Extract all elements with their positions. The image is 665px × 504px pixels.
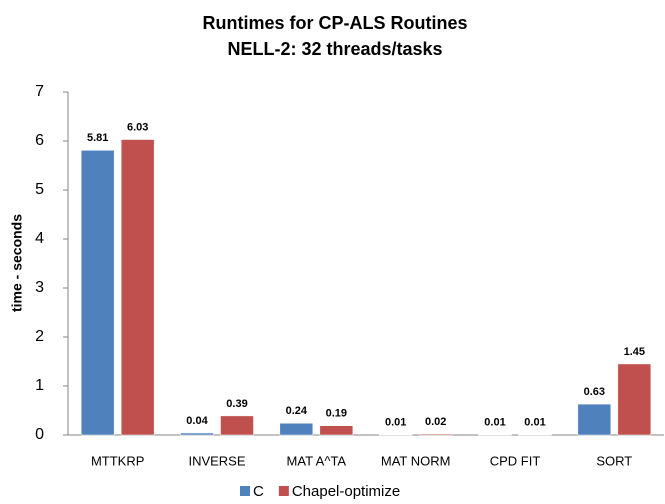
value-label: 0.01 — [484, 416, 505, 428]
chart-title: Runtimes for CP-ALS Routines — [202, 13, 467, 33]
value-label: 6.03 — [127, 121, 148, 133]
chart-subtitle: NELL-2: 32 threads/tasks — [227, 39, 442, 59]
x-tick-label: SORT — [596, 453, 632, 468]
value-label: 0.19 — [326, 408, 347, 420]
x-tick-label: MAT A^TA — [287, 453, 347, 468]
x-tick-label: CPD FIT — [490, 453, 541, 468]
legend-label: Chapel-optimize — [292, 483, 400, 500]
value-label: 0.39 — [226, 398, 247, 410]
y-tick-label: 2 — [35, 328, 44, 345]
y-tick-label: 5 — [35, 181, 44, 198]
value-label: 1.45 — [624, 346, 645, 358]
bar — [418, 433, 453, 436]
legend-swatch — [240, 486, 250, 496]
value-label: 0.01 — [524, 416, 545, 428]
bar — [180, 432, 214, 436]
x-tick-label: MAT NORM — [381, 453, 451, 468]
y-axis-label: time - seconds — [9, 214, 25, 312]
value-label: 0.63 — [584, 386, 605, 398]
value-label: 0.04 — [186, 415, 208, 427]
y-tick-label: 6 — [35, 132, 44, 149]
bar — [279, 422, 314, 436]
bar — [617, 363, 652, 436]
value-label: 0.24 — [286, 405, 308, 417]
y-tick-label: 3 — [35, 279, 44, 296]
y-tick-label: 0 — [35, 426, 44, 443]
bar — [80, 150, 115, 436]
bar — [577, 403, 612, 436]
value-label: 0.02 — [425, 416, 446, 428]
legend-swatch — [278, 486, 289, 496]
value-label: 5.81 — [87, 132, 108, 144]
value-label: 0.01 — [385, 416, 406, 428]
x-tick-label: INVERSE — [188, 453, 245, 468]
bar — [120, 139, 155, 436]
legend-label: C — [253, 483, 264, 500]
x-tick-label: MTTKRP — [91, 453, 144, 468]
bar — [319, 425, 354, 436]
y-tick-label: 7 — [35, 83, 44, 100]
bar — [220, 415, 254, 436]
y-tick-label: 4 — [35, 230, 44, 247]
y-tick-label: 1 — [35, 377, 44, 394]
